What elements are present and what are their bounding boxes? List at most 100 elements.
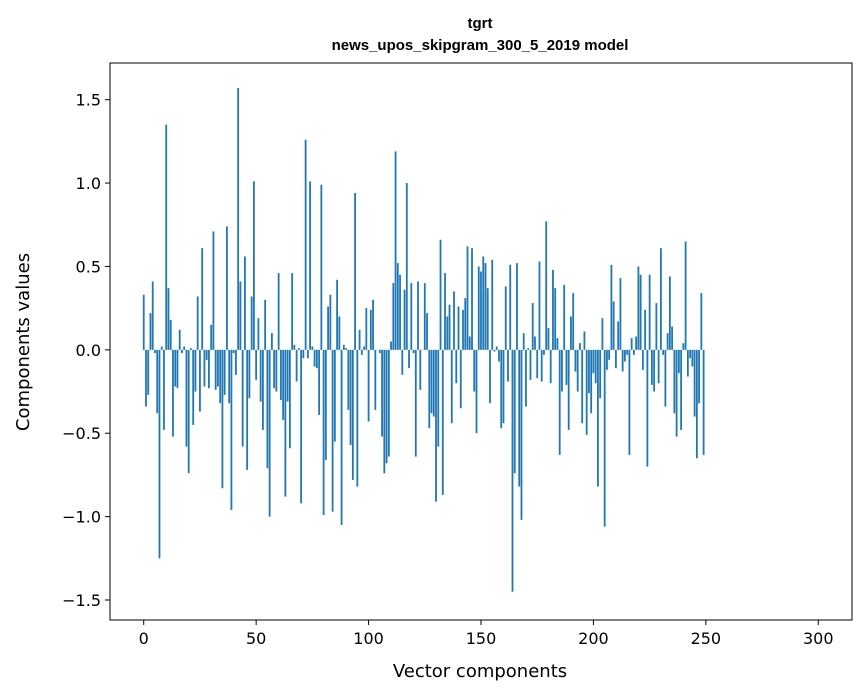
bar bbox=[232, 349, 235, 354]
bar bbox=[378, 349, 381, 354]
bar bbox=[142, 294, 145, 350]
bar bbox=[390, 341, 392, 350]
bar bbox=[208, 349, 210, 389]
bar bbox=[644, 309, 647, 350]
bar bbox=[154, 349, 156, 354]
bar bbox=[545, 221, 548, 350]
bar bbox=[671, 326, 674, 350]
bar bbox=[358, 329, 361, 350]
bar bbox=[430, 349, 433, 414]
bar bbox=[309, 181, 312, 350]
bar bbox=[212, 231, 215, 350]
bar bbox=[615, 349, 617, 369]
bar bbox=[597, 349, 599, 487]
bar bbox=[471, 248, 473, 350]
bar bbox=[556, 338, 559, 350]
bar bbox=[268, 349, 271, 517]
bar bbox=[635, 336, 638, 350]
bar bbox=[360, 349, 363, 355]
bar bbox=[606, 349, 608, 370]
bar bbox=[450, 349, 453, 424]
bar bbox=[333, 349, 336, 442]
bar bbox=[453, 291, 455, 350]
bar bbox=[621, 349, 624, 372]
bar bbox=[529, 349, 532, 380]
bar bbox=[286, 349, 289, 402]
bar bbox=[437, 349, 440, 447]
bar bbox=[408, 349, 410, 369]
chart-title-group: tgrt news_upos_skipgram_300_5_2019 model bbox=[332, 15, 629, 54]
x-tick-label: 250 bbox=[691, 629, 722, 648]
bar bbox=[381, 349, 383, 437]
bar bbox=[509, 264, 512, 350]
bar bbox=[158, 349, 161, 559]
bar bbox=[536, 349, 539, 379]
bar bbox=[579, 343, 581, 350]
bar bbox=[372, 299, 374, 350]
bar bbox=[387, 349, 390, 457]
y-tick-label: 1.0 bbox=[76, 174, 101, 193]
bar bbox=[163, 349, 165, 430]
bar bbox=[588, 349, 590, 394]
bar bbox=[250, 296, 253, 350]
bar bbox=[473, 349, 476, 392]
bar bbox=[534, 336, 536, 350]
x-axis: 0 50 100 150 200 250 300 bbox=[139, 620, 834, 648]
bar bbox=[507, 349, 509, 382]
bar bbox=[659, 248, 662, 350]
bar bbox=[239, 281, 242, 350]
bar bbox=[477, 266, 480, 350]
bar bbox=[190, 348, 192, 350]
x-tick-label: 100 bbox=[353, 629, 384, 648]
y-tick-label: −0.5 bbox=[62, 424, 101, 443]
bar bbox=[543, 349, 545, 355]
bar bbox=[603, 349, 606, 527]
bar bbox=[221, 349, 224, 489]
bar bbox=[405, 183, 408, 350]
bar bbox=[262, 349, 264, 430]
bar bbox=[639, 274, 642, 350]
bar bbox=[244, 256, 246, 350]
bar bbox=[617, 321, 620, 350]
bar bbox=[329, 294, 332, 350]
bar bbox=[572, 293, 575, 350]
bar bbox=[563, 284, 566, 350]
bar bbox=[648, 274, 651, 350]
bar bbox=[347, 349, 350, 410]
bar bbox=[318, 349, 321, 415]
bar bbox=[160, 346, 163, 350]
bar bbox=[331, 349, 334, 512]
y-tick-label: 0.0 bbox=[76, 341, 101, 360]
bar bbox=[673, 349, 676, 414]
chart-subtitle: news_upos_skipgram_300_5_2019 model bbox=[332, 37, 629, 54]
bar bbox=[552, 269, 554, 350]
bar bbox=[693, 349, 696, 417]
bar bbox=[662, 349, 665, 355]
bar bbox=[549, 349, 552, 384]
bar bbox=[270, 333, 273, 350]
bar bbox=[484, 263, 487, 350]
bar bbox=[513, 349, 516, 474]
bar bbox=[457, 306, 460, 350]
bar bbox=[653, 349, 656, 392]
bar bbox=[624, 349, 626, 362]
bar bbox=[284, 349, 287, 497]
bar bbox=[282, 349, 285, 420]
bar bbox=[203, 349, 206, 387]
bar bbox=[664, 349, 667, 407]
x-axis-label: Vector components bbox=[393, 661, 567, 682]
y-axis: −1.5 −1.0 −0.5 0.0 0.5 1.0 1.5 bbox=[62, 91, 110, 610]
bar bbox=[336, 279, 338, 350]
x-tick-label: 200 bbox=[578, 629, 609, 648]
bar bbox=[295, 349, 298, 382]
bar bbox=[363, 346, 365, 350]
bar bbox=[291, 273, 294, 350]
bar bbox=[455, 349, 458, 384]
x-tick-label: 300 bbox=[803, 629, 834, 648]
bar bbox=[448, 304, 451, 350]
bar bbox=[223, 349, 226, 395]
bar bbox=[324, 349, 327, 460]
y-tick-label: 0.5 bbox=[76, 257, 101, 276]
bar bbox=[253, 181, 255, 350]
